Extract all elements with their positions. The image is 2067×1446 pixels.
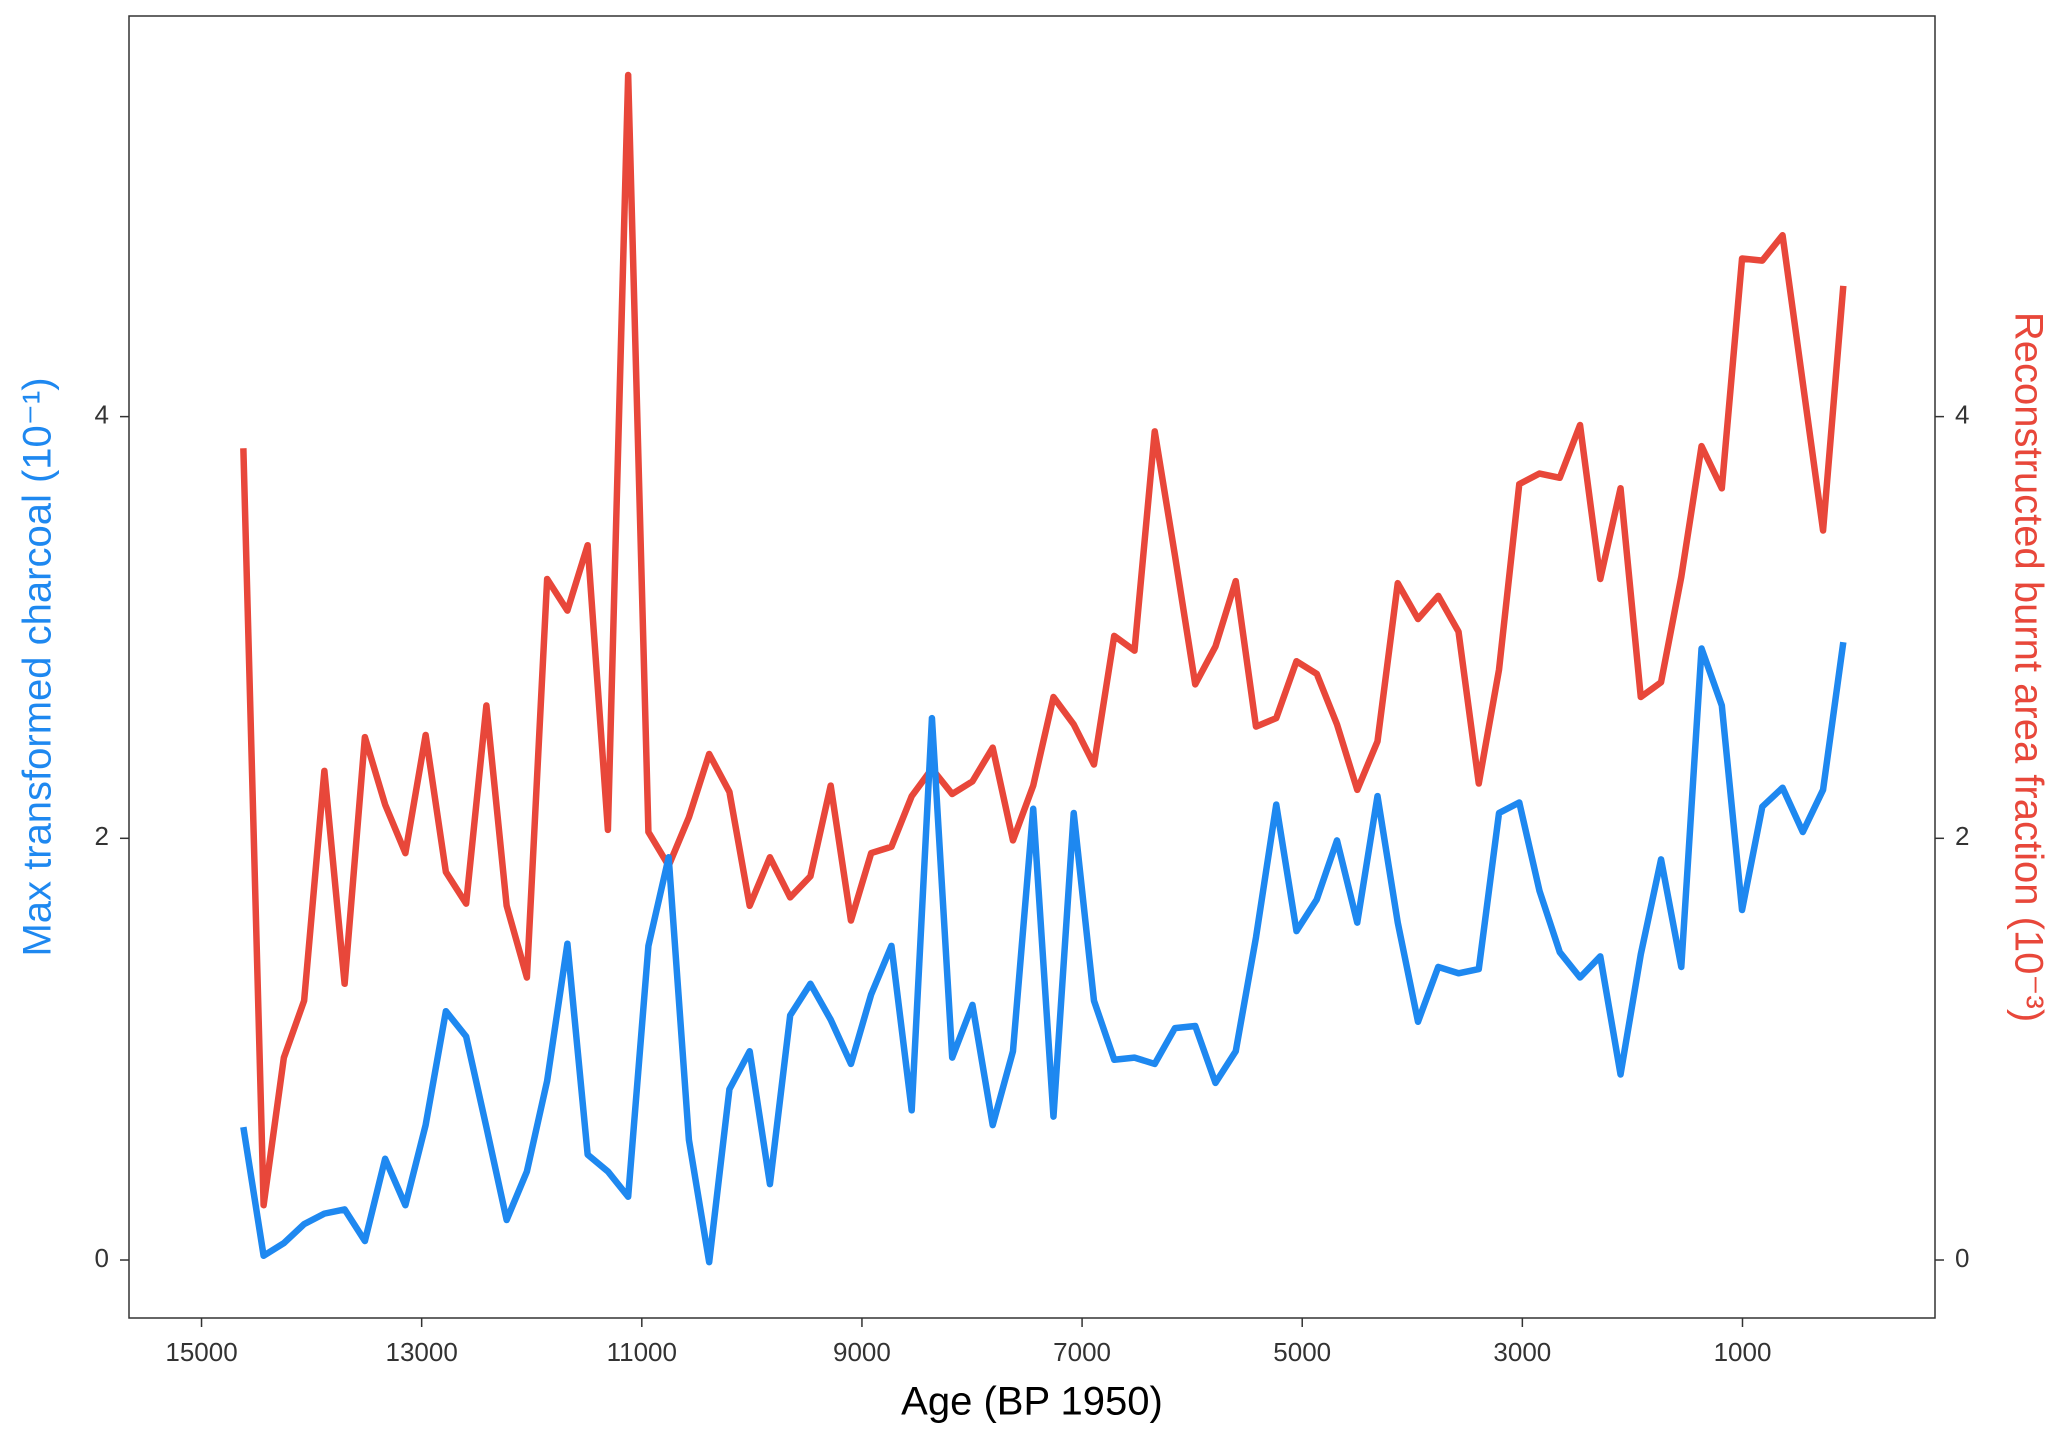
y2-tick-label: 2: [1955, 821, 1969, 851]
y-tick-label: 0: [95, 1243, 109, 1273]
x-tick-label: 3000: [1493, 1337, 1551, 1367]
x-tick-label: 11000: [607, 1337, 677, 1367]
x-tick-label: 7000: [1053, 1337, 1111, 1367]
x-tick-label: 13000: [386, 1337, 458, 1367]
y2-axis-title: Reconstructed burnt area fraction (10⁻³): [2006, 312, 2050, 1022]
x-tick-label: 9000: [833, 1337, 891, 1367]
data-line: [240, 71, 1847, 1209]
data-line: [240, 641, 1847, 1266]
y2-tick-label: 0: [1955, 1243, 1969, 1273]
x-tick-label: 1000: [1714, 1337, 1772, 1367]
x-axis-title: Age (BP 1950): [901, 1380, 1163, 1424]
plot-frame: [128, 15, 1936, 1319]
y2-tick-label: 4: [1955, 399, 1969, 429]
y-tick-label: 4: [95, 399, 109, 429]
x-tick-label: 15000: [165, 1337, 237, 1367]
y-tick-label: 2: [95, 821, 109, 851]
y-axis-title: Max transformed charcoal (10⁻¹): [16, 377, 60, 956]
x-tick-label: 5000: [1273, 1337, 1331, 1367]
